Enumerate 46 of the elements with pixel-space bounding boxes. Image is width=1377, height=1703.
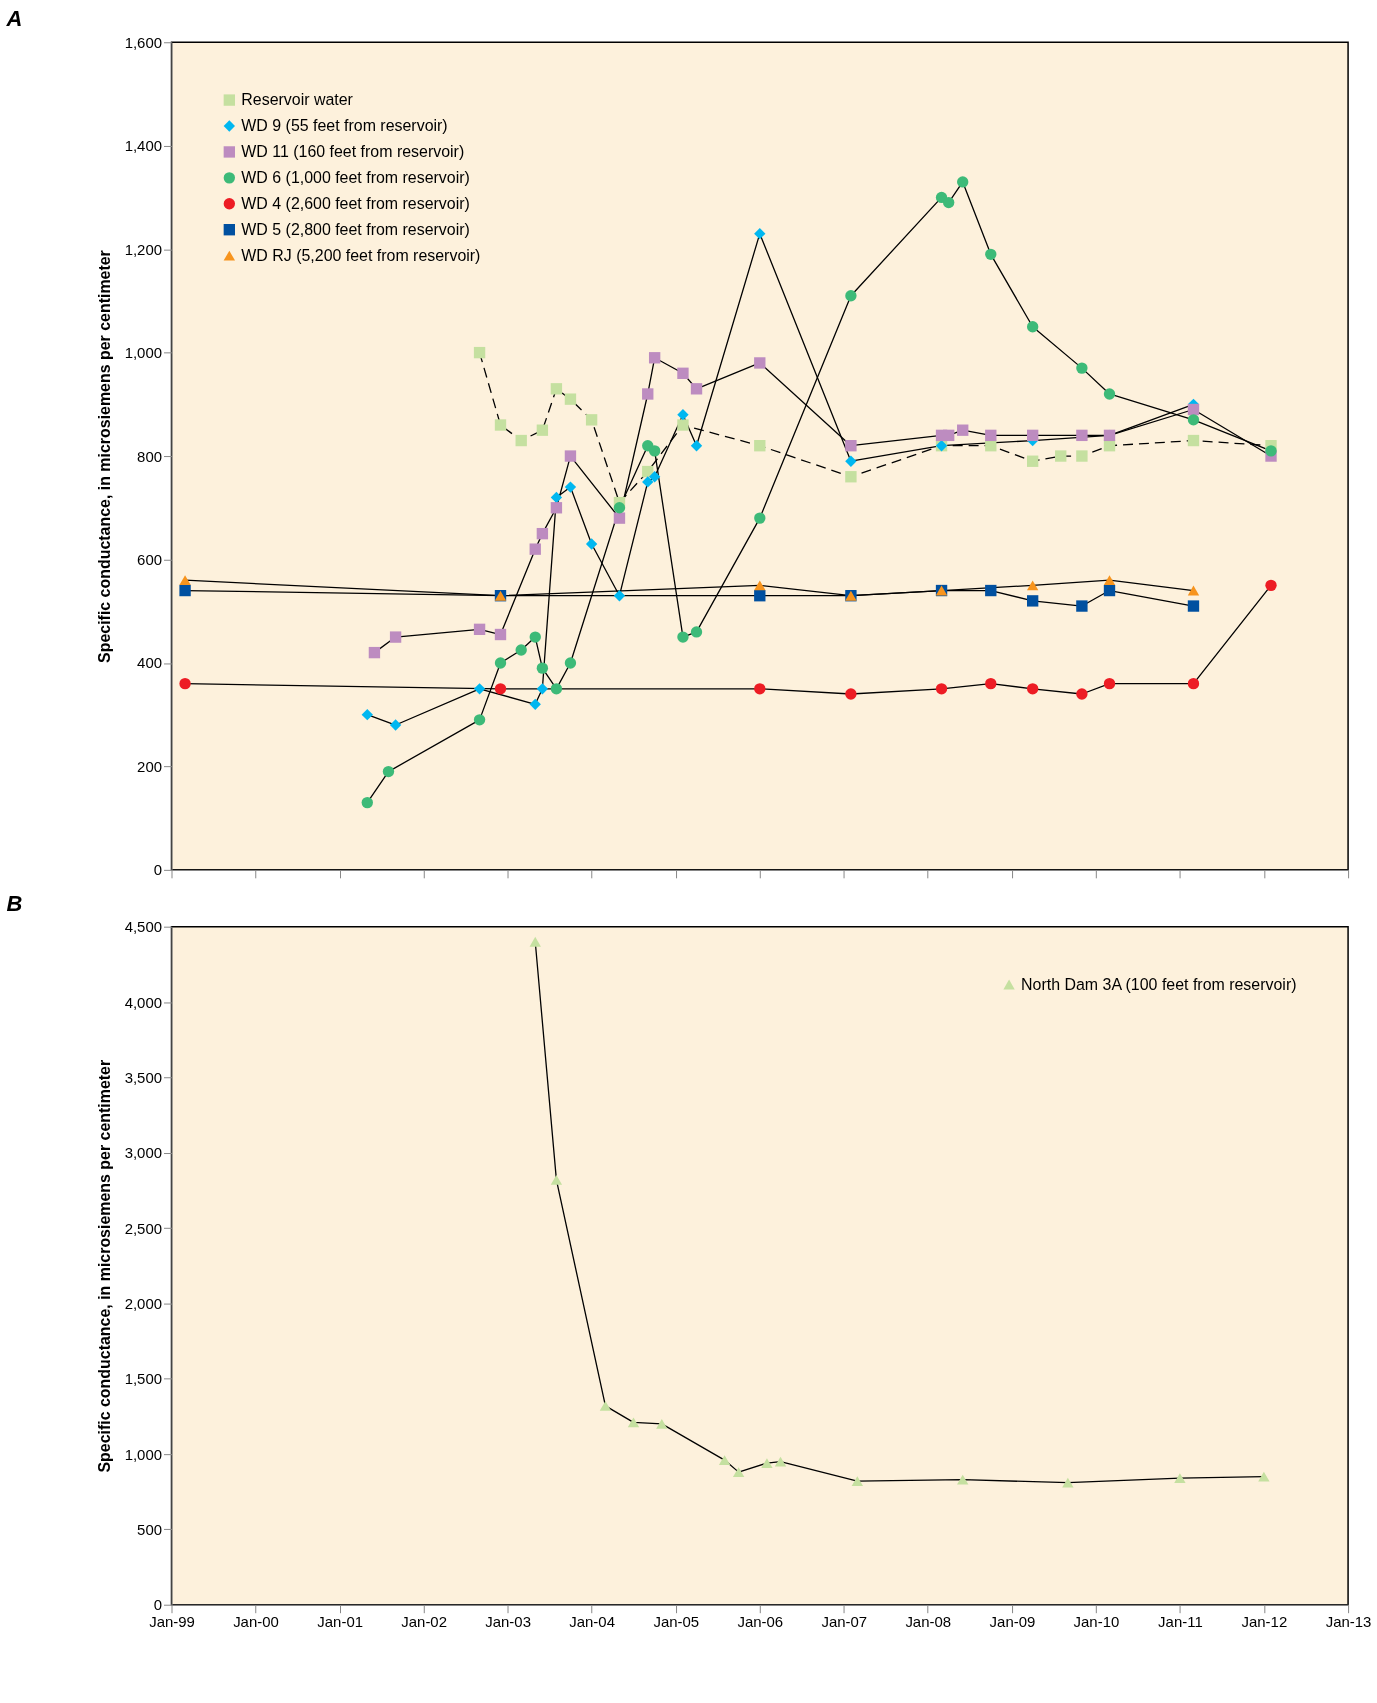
y-tick-label: 2,000 bbox=[124, 1294, 163, 1312]
y-tick-label: 0 bbox=[153, 861, 163, 879]
x-tick-label: Jan-04 bbox=[569, 1613, 615, 1631]
y-tick-label: 600 bbox=[137, 550, 163, 568]
legend-label: WD 4 (2,600 feet from reservoir) bbox=[241, 194, 470, 212]
x-tick-label: Jan-08 bbox=[905, 1613, 952, 1631]
y-tick-label: 500 bbox=[137, 1520, 163, 1538]
y-tick-label: 800 bbox=[137, 447, 163, 465]
y-tick-label: 4,000 bbox=[124, 993, 163, 1011]
y-tick-label: 3,500 bbox=[124, 1068, 163, 1086]
chart-title: B bbox=[6, 890, 23, 916]
chart-title: A bbox=[5, 6, 23, 32]
x-tick-label: Jan-06 bbox=[737, 1613, 784, 1631]
x-tick-label: Jan-11 bbox=[1158, 1613, 1203, 1631]
x-tick-label: Jan-10 bbox=[1073, 1613, 1120, 1631]
legend-label: WD 11 (160 feet from reservoir) bbox=[241, 142, 465, 160]
legend-label: WD 6 (1,000 feet from reservoir) bbox=[241, 168, 470, 186]
legend-label: Reservoir water bbox=[241, 91, 354, 109]
x-tick-label: Jan-07 bbox=[821, 1613, 868, 1631]
y-tick-label: 4,500 bbox=[124, 918, 163, 936]
x-tick-label: Jan-03 bbox=[485, 1613, 531, 1631]
y-tick-label: 200 bbox=[137, 757, 163, 775]
legend-label: North Dam 3A (100 feet from reservoir) bbox=[1021, 975, 1297, 993]
y-axis-title: Specific conductance, in microsiemens per centimeter bbox=[95, 250, 113, 663]
x-tick-label: Jan-01 bbox=[317, 1613, 364, 1631]
y-tick-label: 0 bbox=[153, 1596, 163, 1614]
legend-label: WD 9 (55 feet from reservoir) bbox=[241, 117, 448, 134]
y-tick-label: 1,000 bbox=[124, 344, 163, 362]
x-tick-label: Jan-13 bbox=[1325, 1613, 1372, 1631]
x-tick-label: Jan-99 bbox=[149, 1613, 195, 1631]
x-tick-label: Jan-02 bbox=[401, 1613, 447, 1631]
y-tick-label: 400 bbox=[137, 654, 163, 672]
y-axis-title: Specific conductance, in microsiemens per centimeter bbox=[95, 1059, 113, 1473]
y-tick-label: 1,600 bbox=[124, 33, 163, 51]
y-tick-label: 1,400 bbox=[124, 137, 163, 155]
y-tick-label: 2,500 bbox=[124, 1219, 163, 1237]
y-tick-label: 1,200 bbox=[124, 240, 163, 258]
y-tick-label: 1,500 bbox=[124, 1370, 163, 1388]
y-tick-label: 1,000 bbox=[124, 1445, 163, 1463]
y-tick-label: 3,000 bbox=[124, 1144, 163, 1162]
legend-label: WD 5 (2,800 feet from reservoir) bbox=[241, 220, 470, 238]
x-tick-label: Jan-00 bbox=[233, 1613, 279, 1631]
legend-label: WD RJ (5,200 feet from reservoir) bbox=[241, 246, 481, 264]
x-tick-label: Jan-09 bbox=[989, 1613, 1036, 1631]
x-tick-label: Jan-12 bbox=[1241, 1613, 1288, 1631]
x-tick-label: Jan-05 bbox=[653, 1613, 700, 1631]
